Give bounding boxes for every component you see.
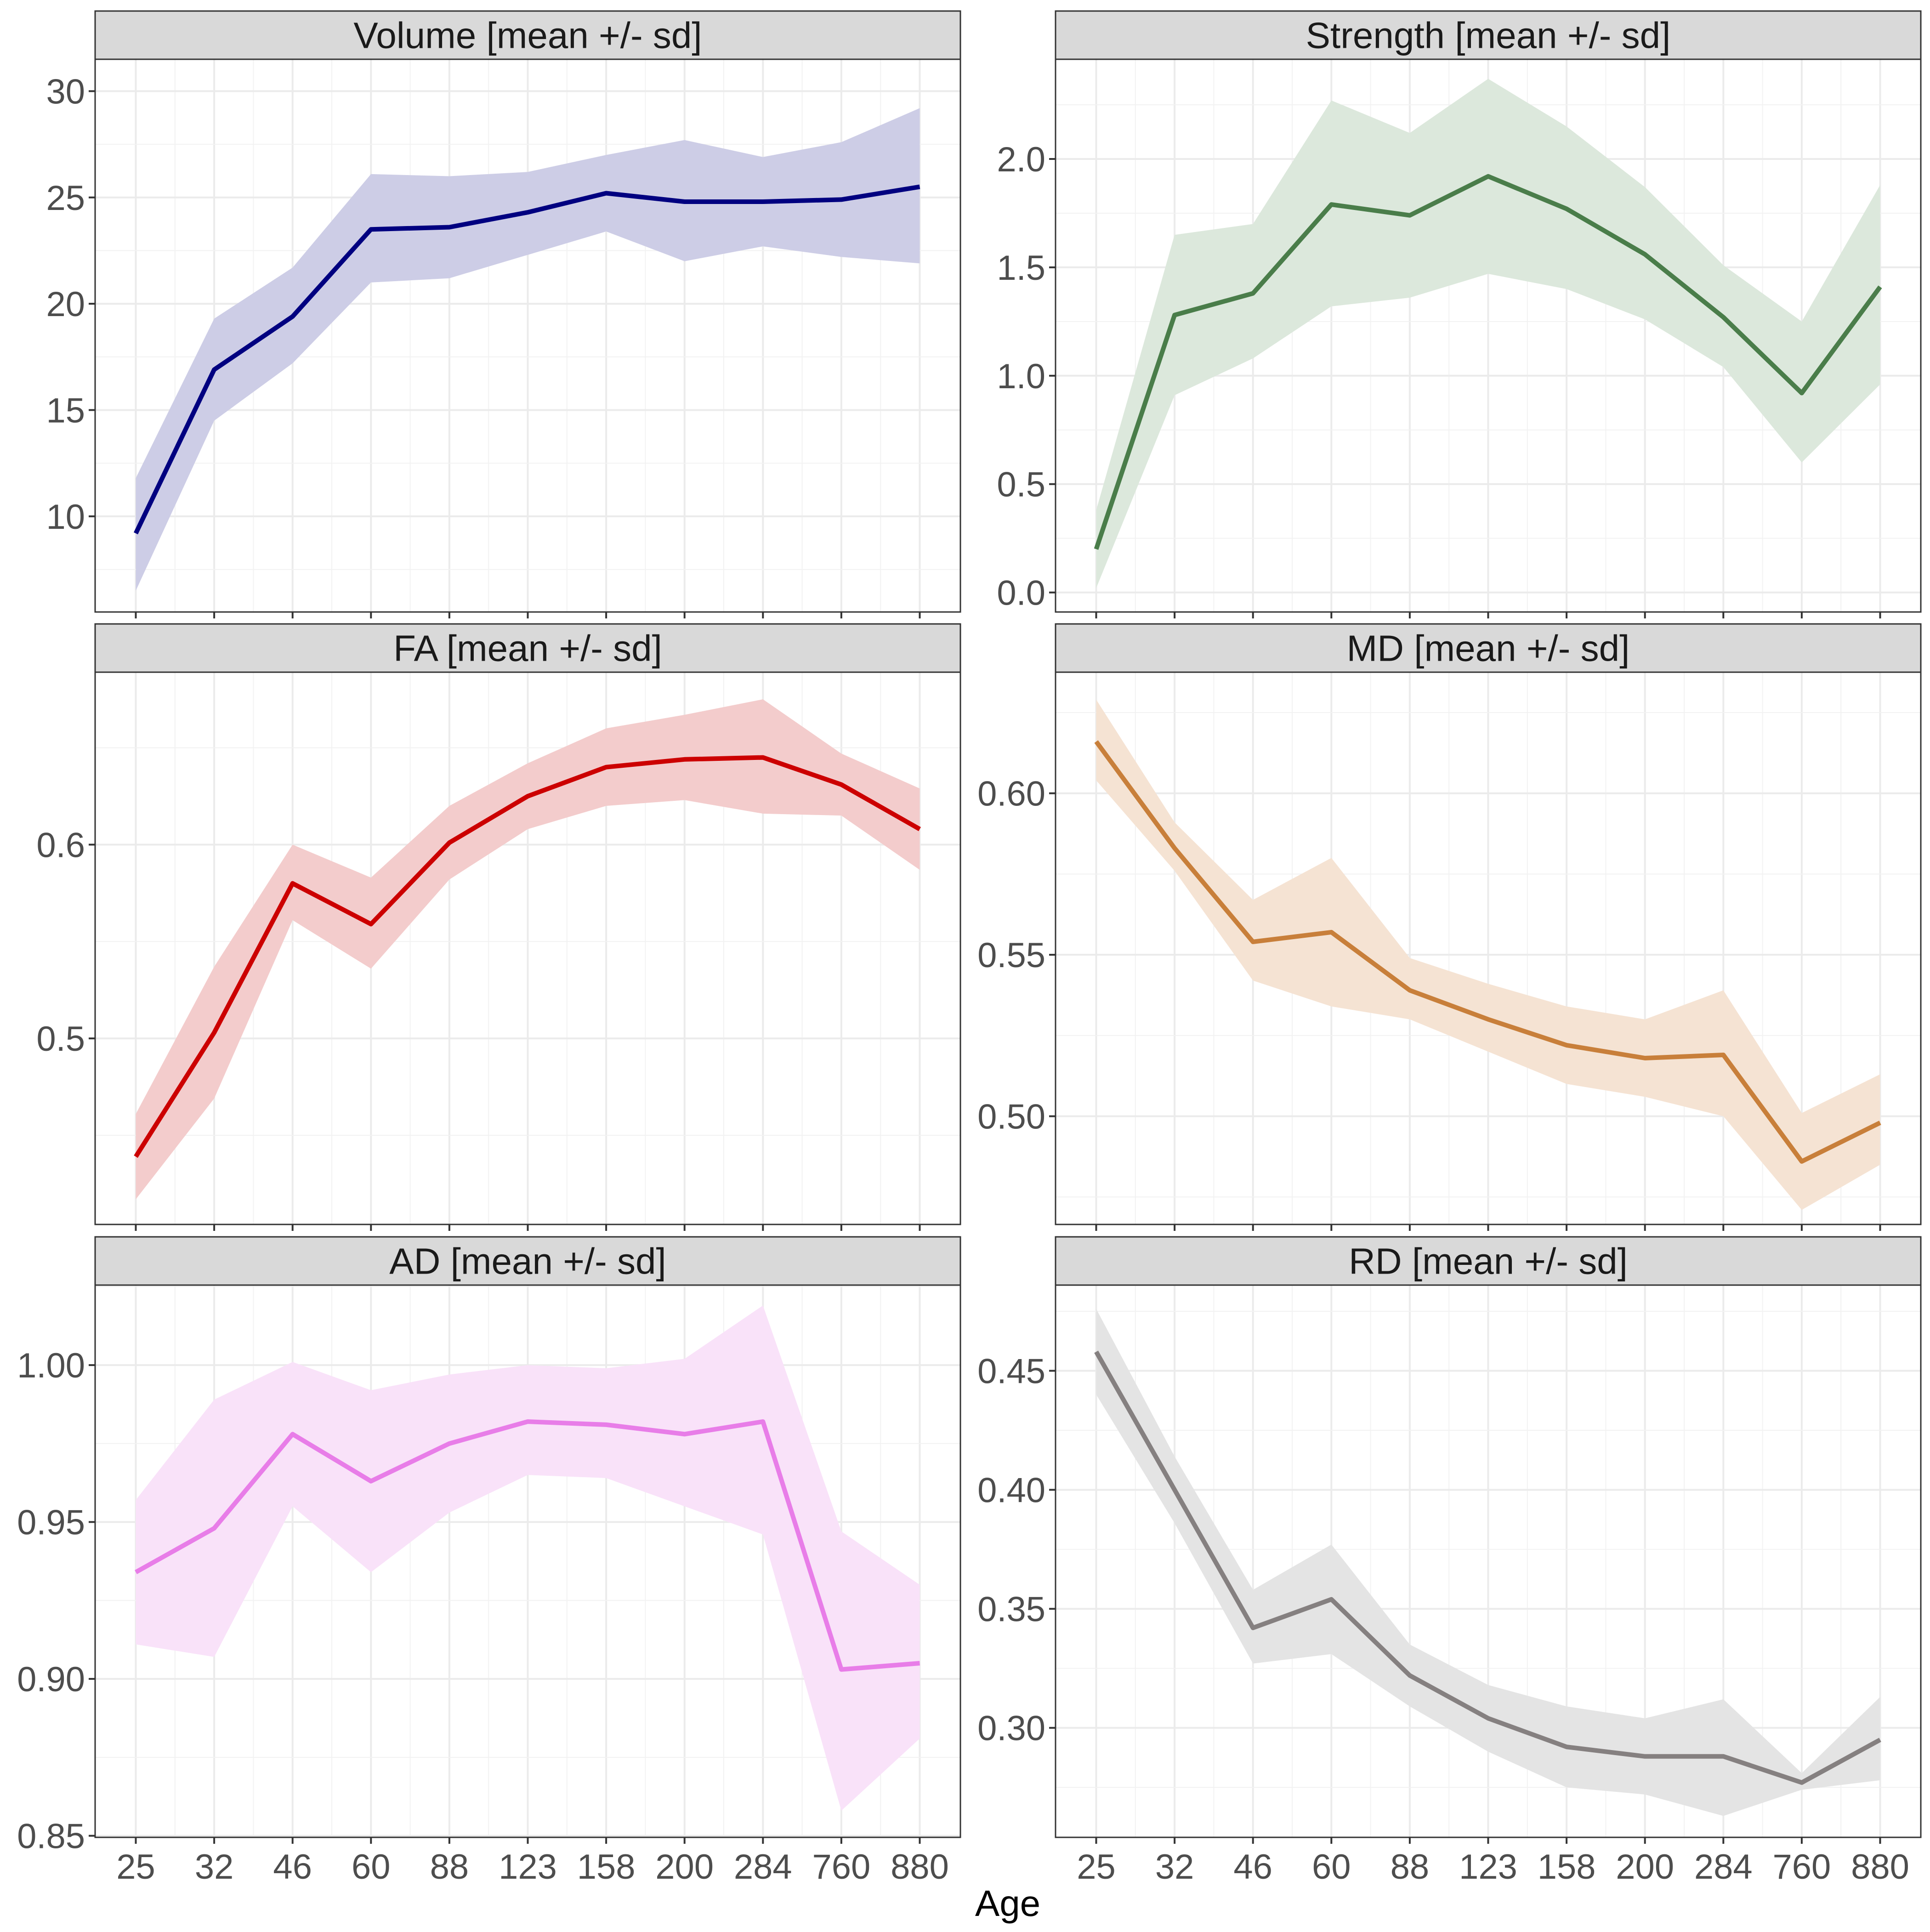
panel-rd: RD [mean +/- sd] 0.30 0.35 0.40 0.45 25 32 46 60… bbox=[977, 1236, 1922, 1887]
x-tick-label: 158 bbox=[577, 1847, 636, 1887]
panel-ad: AD [mean +/- sd] 0.85 0.90 0.95 1.00 25 32 46 60… bbox=[17, 1236, 961, 1887]
y-tick-label: 0.5 bbox=[997, 465, 1045, 504]
mean-line-rd bbox=[1094, 1350, 1881, 1785]
sd-ribbon-volume bbox=[136, 108, 920, 591]
mean-line-volume bbox=[133, 184, 920, 534]
facet-title-strength: Strength [mean +/- sd] bbox=[1306, 15, 1671, 56]
facet-title-ad: AD [mean +/- sd] bbox=[389, 1241, 666, 1282]
x-tick-label: 284 bbox=[1694, 1847, 1753, 1887]
x-tick-label: 88 bbox=[1391, 1847, 1430, 1887]
sd-ribbon-fa bbox=[136, 699, 920, 1200]
facet-title-rd: RD [mean +/- sd] bbox=[1349, 1241, 1628, 1282]
y-tick-label: 0.45 bbox=[977, 1352, 1045, 1391]
y-tick-label: 0.5 bbox=[36, 1020, 85, 1059]
y-tick-label: 25 bbox=[46, 179, 85, 218]
facet-title-fa: FA [mean +/- sd] bbox=[393, 628, 662, 669]
x-tick-label: 46 bbox=[1233, 1847, 1272, 1887]
sd-ribbon-md bbox=[1096, 699, 1880, 1210]
x-tick-label: 60 bbox=[352, 1847, 391, 1887]
facet-title-volume: Volume [mean +/- sd] bbox=[353, 15, 702, 56]
facet-strip-rd bbox=[1055, 1236, 1922, 1286]
y-tick-label: 0.6 bbox=[36, 826, 85, 865]
y-tick-label: 0.0 bbox=[997, 574, 1045, 613]
x-tick-label: 32 bbox=[1155, 1847, 1194, 1887]
mean-line-md bbox=[1094, 740, 1881, 1164]
mean-line-fa bbox=[134, 755, 921, 1158]
x-tick-label: 60 bbox=[1312, 1847, 1351, 1887]
facet-strip-volume bbox=[94, 10, 961, 60]
y-tick-label: 10 bbox=[46, 498, 85, 537]
x-tick-label: 25 bbox=[116, 1847, 155, 1887]
mean-line-ad bbox=[135, 1419, 920, 1672]
x-tick-label: 123 bbox=[499, 1847, 557, 1887]
mean-line-strength bbox=[1094, 174, 1882, 550]
y-tick-label: 0.90 bbox=[17, 1660, 85, 1699]
y-tick-label: 0.30 bbox=[977, 1709, 1045, 1748]
y-tick-label: 15 bbox=[46, 391, 85, 430]
panel-md: MD [mean +/- sd] 0.50 0.55 0.60 bbox=[977, 623, 1922, 1231]
x-tick-label: 200 bbox=[655, 1847, 714, 1887]
panel-fa: FA [mean +/- sd] 0.5 0.6 bbox=[36, 623, 961, 1231]
panel-strength: Strength [mean +/- sd] 0.0 0.5 1.0 1.5 2.0 bbox=[997, 10, 1922, 618]
y-tick-label: 1.00 bbox=[17, 1346, 85, 1385]
sd-ribbon-rd bbox=[1096, 1309, 1880, 1816]
x-tick-label: 158 bbox=[1538, 1847, 1596, 1887]
panel-volume: Volume [mean +/- sd] 10 15 20 25 30 bbox=[46, 10, 961, 618]
x-tick-label: 880 bbox=[891, 1847, 949, 1887]
x-axis-title: Age bbox=[975, 1883, 1040, 1924]
y-tick-label: 0.60 bbox=[977, 775, 1045, 814]
sd-ribbon-strength bbox=[1096, 79, 1880, 589]
y-tick-label: 30 bbox=[46, 72, 85, 111]
facet-strip-md bbox=[1055, 623, 1922, 673]
x-tick-label: 88 bbox=[430, 1847, 469, 1887]
x-tick-label: 760 bbox=[1772, 1847, 1831, 1887]
y-tick-label: 0.35 bbox=[977, 1590, 1045, 1629]
y-tick-label: 20 bbox=[46, 285, 85, 324]
x-tick-label: 284 bbox=[734, 1847, 792, 1887]
facet-strip-strength bbox=[1055, 10, 1922, 60]
x-tick-label: 46 bbox=[273, 1847, 312, 1887]
y-tick-label: 0.85 bbox=[17, 1817, 85, 1856]
facet-strip-ad bbox=[94, 1236, 961, 1286]
y-tick-label: 0.50 bbox=[977, 1098, 1045, 1137]
y-tick-label: 2.0 bbox=[997, 140, 1045, 179]
sd-ribbon-ad bbox=[136, 1305, 920, 1811]
y-tick-label: 0.95 bbox=[17, 1503, 85, 1542]
x-tick-label: 123 bbox=[1459, 1847, 1517, 1887]
y-tick-label: 1.5 bbox=[997, 249, 1045, 288]
y-tick-label: 0.55 bbox=[977, 936, 1045, 975]
facet-title-md: MD [mean +/- sd] bbox=[1347, 628, 1630, 669]
facet-strip-fa bbox=[94, 623, 961, 673]
y-tick-label: 1.0 bbox=[997, 357, 1045, 396]
x-tick-label: 32 bbox=[195, 1847, 234, 1887]
x-tick-label: 760 bbox=[812, 1847, 870, 1887]
y-tick-label: 0.40 bbox=[977, 1471, 1045, 1510]
x-tick-label: 25 bbox=[1077, 1847, 1116, 1887]
x-tick-label: 200 bbox=[1616, 1847, 1674, 1887]
x-tick-label: 880 bbox=[1851, 1847, 1909, 1887]
